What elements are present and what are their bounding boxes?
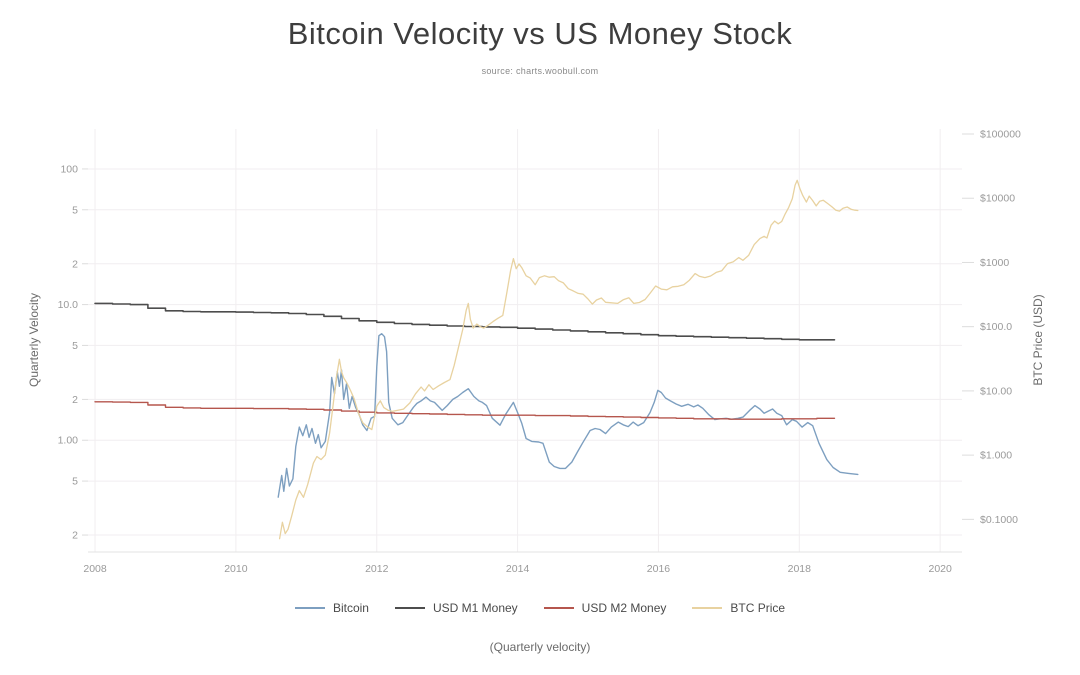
legend-item-bitcoin[interactable]: Bitcoin (294, 601, 369, 615)
x-tick-label: 2020 (928, 563, 952, 575)
right-tick-label: $1000 (980, 257, 1009, 269)
legend-label: BTC Price (730, 601, 786, 615)
right-tick-label: $10000 (980, 193, 1015, 205)
legend-swatch (543, 607, 574, 609)
left-tick-label: 10.0 (58, 299, 79, 311)
x-tick-label: 2008 (83, 563, 107, 575)
left-tick-label: 1.00 (58, 435, 79, 447)
chart-title: Bitcoin Velocity vs US Money Stock (287, 16, 793, 51)
x-tick-label: 2012 (365, 563, 389, 575)
right-tick-label: $100.0 (980, 321, 1012, 333)
x-axis: 2008 2010 2012 2014 2016 2018 2020 (83, 563, 952, 575)
left-tick-label: 5 (72, 204, 78, 216)
gridlines (88, 129, 962, 552)
right-tick-label: $0.1000 (980, 514, 1018, 526)
series-bitcoin-line (277, 333, 859, 498)
chart-source-subtitle: source: charts.woobull.com (481, 66, 599, 76)
legend-item-btc-price[interactable]: BTC Price (692, 601, 785, 615)
legend-label: USD M1 Money (432, 601, 518, 615)
chart-legend: Bitcoin USD M1 Money USD M2 Money BTC Price (0, 601, 1080, 615)
series-usd-m1-money-line (94, 302, 836, 341)
right-axis: $100000 $10000 $1000 $100.0 $10.00 $1.000 $0.1… (962, 129, 1021, 526)
left-tick-label: 2 (72, 530, 78, 542)
left-axis-title: Quarterly Velocity (27, 293, 41, 387)
right-tick-label: $100000 (980, 129, 1021, 141)
x-tick-label: 2018 (788, 563, 812, 575)
right-tick-label: $1.000 (980, 450, 1012, 462)
x-tick-label: 2014 (506, 563, 530, 575)
x-tick-label: 2016 (647, 563, 671, 575)
legend-item-usd-m1-money[interactable]: USD M1 Money (394, 601, 518, 615)
left-tick-label: 5 (72, 340, 78, 352)
left-tick-label: 5 (72, 476, 78, 488)
x-tick-label: 2010 (224, 563, 248, 575)
legend-swatch (394, 607, 425, 609)
legend-swatch (294, 607, 325, 609)
series-btc-price-line (278, 179, 859, 540)
right-axis-title: BTC Price (USD) (1031, 294, 1045, 385)
left-axis: 100 5 2 10.0 5 2 1.00 5 2 (58, 163, 88, 542)
legend-label: USD M2 Money (581, 601, 667, 615)
left-tick-label: 100 (60, 163, 78, 175)
series-usd-m2-money-line (94, 401, 836, 420)
legend-item-usd-m2-money[interactable]: USD M2 Money (543, 601, 667, 615)
left-tick-label: 2 (72, 258, 78, 270)
chart-footnote: (Quarterly velocity) (489, 640, 591, 654)
legend-label: Bitcoin (332, 601, 369, 615)
left-tick-label: 2 (72, 394, 78, 406)
legend-swatch (692, 607, 723, 609)
right-tick-label: $10.00 (980, 385, 1012, 397)
